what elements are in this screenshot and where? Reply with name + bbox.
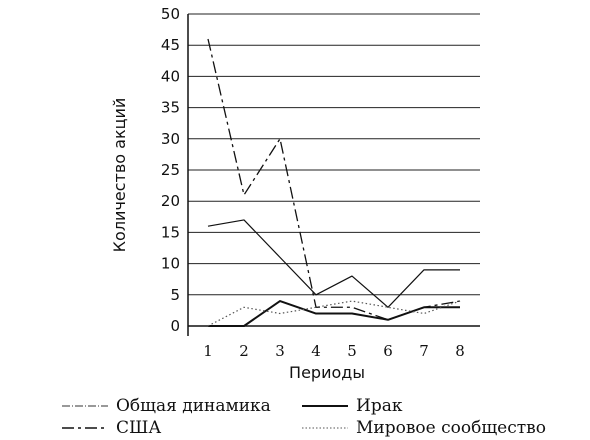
series-line-2 — [207, 38, 461, 321]
legend-swatch-usa — [62, 427, 108, 429]
legend-label-usa: США — [116, 418, 162, 438]
x-tick-label: 3 — [275, 342, 285, 360]
legend-item-world: Мировое сообщество — [302, 418, 546, 438]
y-tick-label: 45 — [161, 36, 180, 54]
y-tick-label: 20 — [161, 192, 180, 210]
legend-item-total: Общая динамика — [62, 396, 271, 416]
y-tick-label: 40 — [161, 67, 180, 85]
y-tick-label: 15 — [161, 223, 180, 241]
axes — [187, 14, 480, 336]
series-line-1 — [207, 219, 460, 308]
x-tick-label: 1 — [203, 342, 213, 360]
y-tick-label: 30 — [161, 130, 180, 148]
x-tick-label: 2 — [239, 342, 249, 360]
x-axis-label: Периоды — [289, 363, 365, 382]
legend-swatch-total — [62, 405, 108, 407]
legend-label-total: Общая динамика — [116, 396, 271, 416]
legend-swatch-iraq — [302, 405, 348, 407]
x-tick-label: 7 — [419, 342, 429, 360]
legend-label-world: Мировое сообщество — [356, 418, 546, 438]
legend-swatch-world — [302, 427, 348, 429]
y-tick-label: 5 — [170, 286, 180, 304]
series-lines — [207, 38, 461, 327]
y-tick-label: 25 — [161, 161, 180, 179]
x-tick-labels: 1 2 3 4 5 6 7 8 — [203, 342, 465, 360]
x-tick-label: 6 — [383, 342, 393, 360]
legend-label-iraq: Ирак — [356, 396, 403, 416]
legend-item-iraq: Ирак — [302, 396, 402, 416]
y-tick-label: 0 — [170, 317, 180, 335]
y-axis-label: Количество акций — [110, 98, 129, 253]
y-tick-label: 35 — [161, 99, 180, 117]
y-tick-label: 50 — [161, 5, 180, 23]
series-line-3 — [208, 300, 460, 327]
series-line-4 — [207, 300, 461, 327]
x-tick-label: 4 — [311, 342, 321, 360]
legend-item-usa: США — [62, 418, 161, 438]
y-tick-labels: 0 5 10 15 20 25 30 35 40 45 50 — [161, 5, 180, 335]
x-tick-label: 5 — [347, 342, 357, 360]
grid-lines — [188, 13, 480, 327]
x-tick-label: 8 — [455, 342, 465, 360]
y-tick-label: 10 — [161, 255, 180, 273]
